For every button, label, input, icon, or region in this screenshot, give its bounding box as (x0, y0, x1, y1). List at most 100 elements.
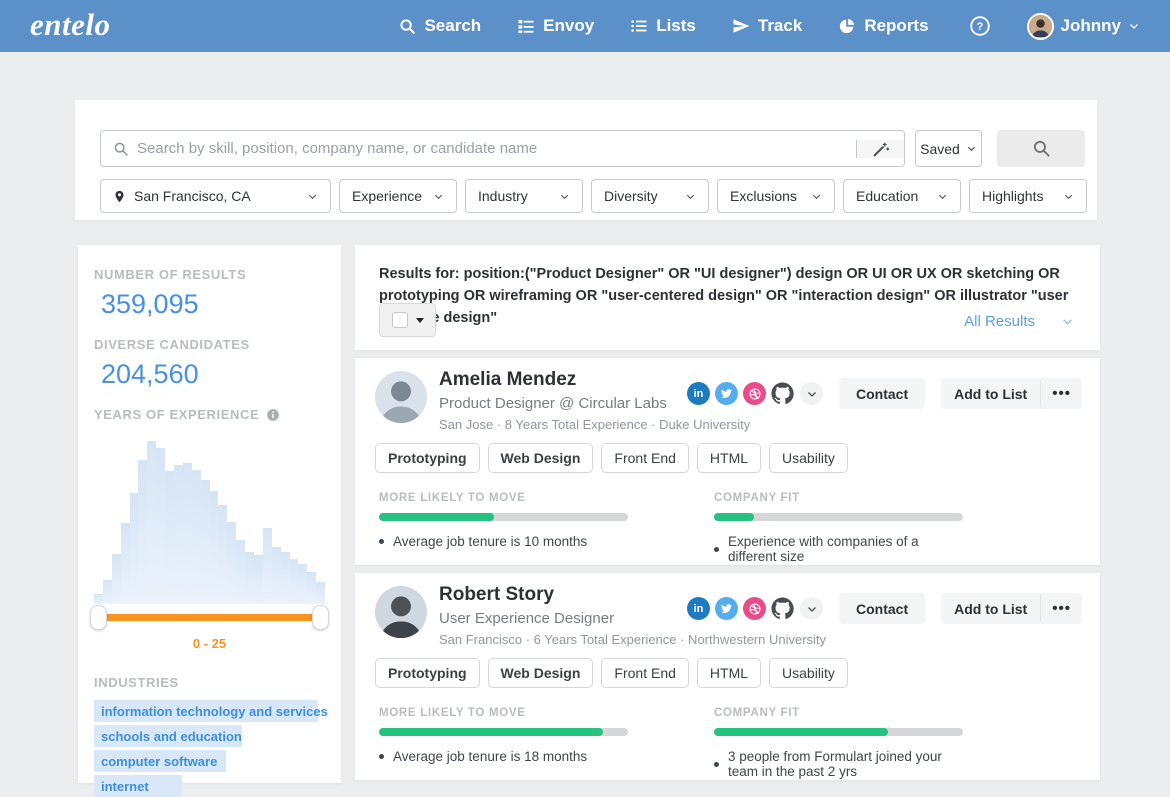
slider-handle-max[interactable] (312, 605, 329, 630)
nav-item-search[interactable]: Search (399, 16, 481, 36)
filter-industry[interactable]: Industry (465, 179, 583, 213)
skill-tags: Prototyping Web Design Front End HTML Us… (375, 658, 848, 688)
add-to-list-button[interactable]: Add to List (941, 593, 1041, 624)
candidate-name[interactable]: Amelia Mendez (439, 369, 577, 390)
search-submit-button[interactable] (997, 130, 1085, 167)
github-icon[interactable] (771, 597, 794, 620)
filter-label: Exclusions (730, 188, 797, 204)
company-fit-metric: COMPANY FIT 3 people from Formulart join… (714, 707, 963, 779)
skill-tag[interactable]: HTML (696, 443, 762, 473)
bullet-dot (379, 754, 384, 759)
progress-fill (714, 513, 754, 521)
experience-range-slider (90, 604, 329, 631)
filter-label: Experience (352, 188, 423, 204)
skill-tag[interactable]: Web Design (487, 443, 594, 473)
more-options-button[interactable]: ••• (1040, 378, 1082, 409)
skill-tag[interactable]: Web Design (487, 658, 594, 688)
help-button[interactable]: ? (969, 15, 991, 37)
reports-icon (838, 17, 856, 35)
more-likely-to-move-metric: MORE LIKELY TO MOVE Average job tenure i… (379, 707, 628, 779)
slider-track (100, 614, 319, 621)
twitter-icon[interactable] (715, 597, 738, 620)
progress-fill (379, 728, 604, 736)
track-icon (732, 17, 750, 35)
skill-tag[interactable]: Prototyping (375, 443, 480, 473)
user-avatar (1026, 12, 1054, 40)
experience-histogram (94, 436, 326, 604)
select-all-checkbox[interactable] (391, 312, 408, 328)
search-input-wrap (100, 130, 905, 167)
nav-item-envoy[interactable]: Envoy (517, 16, 594, 36)
top-navbar: entelo Search Envoy Lists Track (0, 0, 1170, 52)
expand-socials-button[interactable] (800, 597, 823, 620)
nav-item-track[interactable]: Track (732, 16, 802, 36)
industry-item[interactable]: schools and education (94, 725, 325, 747)
filter-highlights[interactable]: Highlights (969, 179, 1087, 213)
slider-handle-min[interactable] (90, 605, 107, 630)
entelo-logo[interactable]: entelo (30, 6, 111, 42)
dribbble-icon[interactable] (743, 382, 766, 405)
industry-item[interactable]: internet (94, 775, 325, 797)
filter-location[interactable]: San Francisco, CA (100, 179, 331, 213)
expand-socials-button[interactable] (800, 382, 823, 405)
metric-note: 3 people from Formulart joined your team… (714, 749, 963, 779)
bullet-dot (714, 761, 719, 767)
search-input[interactable] (137, 140, 856, 157)
twitter-icon[interactable] (715, 382, 738, 405)
skill-tag[interactable]: Prototyping (375, 658, 480, 688)
candidate-name[interactable]: Robert Story (439, 584, 555, 605)
skill-tag[interactable]: HTML (696, 658, 762, 688)
nav-item-lists[interactable]: Lists (630, 16, 696, 36)
company-fit-metric: COMPANY FIT Experience with companies of… (714, 492, 963, 564)
dribbble-icon[interactable] (743, 597, 766, 620)
add-to-list-button[interactable]: Add to List (941, 378, 1041, 409)
chevron-down-icon (1061, 315, 1074, 328)
skill-tag[interactable]: Usability (769, 658, 848, 688)
results-for-label: Results for: (379, 266, 460, 282)
skill-tag[interactable]: Front End (601, 658, 689, 688)
filter-experience[interactable]: Experience (339, 179, 457, 213)
skill-tag[interactable]: Front End (601, 443, 689, 473)
filter-education[interactable]: Education (843, 179, 961, 213)
add-to-list-group: Add to List ••• (941, 378, 1082, 409)
filter-diversity[interactable]: Diversity (591, 179, 709, 213)
filter-exclusions[interactable]: Exclusions (717, 179, 835, 213)
candidate-avatar[interactable] (375, 371, 427, 423)
all-results-label: All Results (964, 313, 1035, 330)
all-results-dropdown[interactable]: All Results (964, 313, 1074, 330)
svg-text:?: ? (976, 21, 983, 33)
industry-item[interactable]: information technology and services (94, 700, 328, 722)
nav-label: Search (424, 16, 482, 35)
chevron-down-icon (433, 191, 444, 202)
skill-tag[interactable]: Usability (769, 443, 848, 473)
github-icon[interactable] (771, 382, 794, 405)
results-for-panel: Results for: position:("Product Designer… (355, 245, 1100, 350)
candidate-avatar[interactable] (375, 586, 427, 638)
info-icon[interactable] (266, 408, 280, 422)
industries-label: INDUSTRIES (94, 675, 179, 690)
progress-track (379, 513, 628, 521)
boolean-builder-button[interactable] (856, 139, 904, 158)
more-likely-to-move-metric: MORE LIKELY TO MOVE Average job tenure i… (379, 492, 628, 564)
nav-menu: Search Envoy Lists Track Reports (399, 12, 1140, 40)
diverse-candidates-label: DIVERSE CANDIDATES (94, 337, 250, 352)
nav-label: Reports (864, 16, 929, 35)
user-menu[interactable]: Johnny (1026, 12, 1140, 40)
nav-item-reports[interactable]: Reports (838, 16, 929, 36)
search-icon (1032, 139, 1051, 158)
more-options-button[interactable]: ••• (1040, 593, 1082, 624)
saved-searches-button[interactable]: Saved (915, 130, 982, 167)
candidate-card: Amelia Mendez Product Designer @ Circula… (355, 358, 1100, 565)
linkedin-icon[interactable]: in (687, 597, 710, 620)
industries-chart: information technology and services scho… (94, 700, 328, 797)
contact-button[interactable]: Contact (839, 593, 926, 624)
location-pin-icon (113, 190, 126, 203)
nav-label: Lists (656, 16, 696, 35)
industry-item[interactable]: computer software (94, 750, 325, 772)
bulk-select-button[interactable] (379, 303, 436, 337)
metric-note: Experience with companies of a different… (714, 534, 963, 564)
diverse-candidates-value: 204,560 (101, 359, 199, 389)
linkedin-icon[interactable]: in (687, 382, 710, 405)
contact-button[interactable]: Contact (839, 378, 926, 409)
nav-label: Envoy (543, 16, 595, 35)
